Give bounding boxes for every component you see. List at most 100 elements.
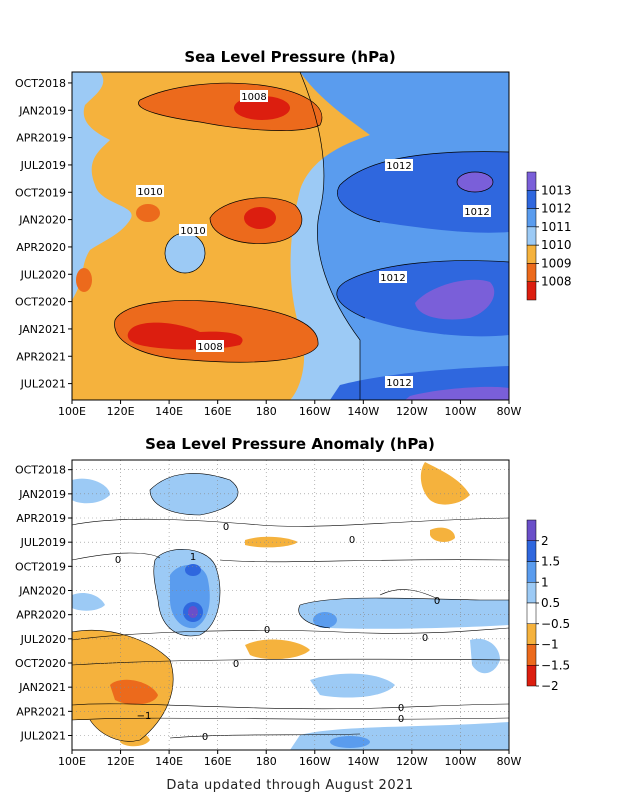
colorbar-swatch xyxy=(526,226,537,246)
anomaly-contour-label: 0 xyxy=(264,625,270,636)
slp-contour-label-bg xyxy=(385,159,413,171)
x-tick-label: 140E xyxy=(155,405,183,418)
x-tick-label: 120E xyxy=(107,755,135,768)
y-tick-label: JAN2020 xyxy=(18,214,66,227)
y-tick-label: JAN2021 xyxy=(18,681,66,694)
x-tick-label: 140E xyxy=(155,755,183,768)
colorbar-swatch xyxy=(526,602,537,624)
anomaly-frame xyxy=(71,459,510,751)
slp-field-1008-a xyxy=(138,83,322,131)
anomaly-field-neg-b xyxy=(110,679,158,705)
slp-contour-label-bg xyxy=(385,376,413,388)
slp-contour-label-bg xyxy=(379,271,407,283)
colorbar-label: 0.5 xyxy=(541,596,560,610)
anomaly-field-pos-e xyxy=(185,564,201,576)
slp-contour-label: 1012 xyxy=(386,161,411,172)
x-tick-label: 140W xyxy=(347,755,379,768)
anomaly-field-pos-j xyxy=(72,593,105,611)
slp-colorbar: 1013 1012 1011 1010 1009 1008 xyxy=(526,171,572,301)
slp-contours xyxy=(114,72,509,400)
colorbar-swatch xyxy=(526,519,537,541)
panel-anomaly-title: Sea Level Pressure Anomaly (hPa) xyxy=(145,435,435,453)
slp-field-1013-a xyxy=(457,172,493,192)
x-tick-label: 120W xyxy=(396,405,428,418)
anomaly-field-pos-i xyxy=(313,612,337,628)
colorbar-swatch xyxy=(526,644,537,666)
colorbar-label: −1.5 xyxy=(541,658,570,672)
y-tick-label: JUL2021 xyxy=(20,378,66,391)
slp-contour-labels: 1008 1010 1010 1012 1012 1012 1008 1012 xyxy=(136,90,491,389)
x-tick-label: 180 xyxy=(256,405,277,418)
anomaly-contour-label: 0 xyxy=(233,659,239,670)
slp-contour-label-bg xyxy=(240,90,268,102)
colorbar-label: 1010 xyxy=(541,238,572,252)
x-tick-label: 120E xyxy=(107,405,135,418)
y-tick-label: APR2020 xyxy=(16,241,66,254)
slp-contour-label: 1010 xyxy=(180,226,205,237)
colorbar-swatch xyxy=(526,190,537,209)
slp-field-1010-pocket xyxy=(165,233,205,273)
colorbar-label: 1013 xyxy=(541,183,572,197)
anomaly-field-pos-b xyxy=(150,473,239,515)
y-tick-label: OCT2020 xyxy=(15,296,66,309)
y-tick-label: JUL2019 xyxy=(20,159,66,172)
colorbar-label: 1009 xyxy=(541,256,572,270)
anomaly-field-neg-c xyxy=(420,462,470,505)
y-tick-label: APR2020 xyxy=(16,609,66,622)
anomaly-contour-label: 0 xyxy=(223,522,229,533)
anomaly-field-neg-g xyxy=(430,527,455,542)
colorbar-label: 1008 xyxy=(541,275,572,289)
panel-slp: Sea Level Pressure (hPa) xyxy=(15,48,572,418)
anomaly-contour-label: 0 xyxy=(115,555,121,566)
x-tick-label: 160E xyxy=(204,755,232,768)
anomaly-contour-label: 1 xyxy=(190,552,196,563)
slp-contour-label: 1008 xyxy=(197,342,222,353)
colorbar-swatch xyxy=(526,540,537,562)
x-tick-label: 160W xyxy=(299,755,331,768)
x-tick-label: 100W xyxy=(445,405,477,418)
y-tick-label: APR2019 xyxy=(16,512,66,525)
y-tick-label: JUL2021 xyxy=(20,730,66,743)
slp-contour-label: 1012 xyxy=(464,207,489,218)
anomaly-contour-label: 0 xyxy=(434,596,440,607)
slp-field-1008-d xyxy=(136,204,160,222)
colorbar-label: −2 xyxy=(541,679,559,693)
anomaly-field-neg-d xyxy=(245,536,298,548)
slp-contour-label-bg xyxy=(179,224,207,236)
anomaly-field-neg-e xyxy=(245,639,310,660)
y-tick-label: JAN2019 xyxy=(18,104,66,117)
y-tick-label: OCT2018 xyxy=(15,77,66,90)
anomaly-contour-label: 0 xyxy=(398,714,404,725)
x-tick-label: 100W xyxy=(445,755,477,768)
y-tick-label: JAN2021 xyxy=(18,323,66,336)
y-tick-label: OCT2019 xyxy=(15,560,66,573)
anomaly-field-pos-a xyxy=(72,478,110,504)
y-tick-label: JAN2020 xyxy=(18,585,66,598)
anomaly-field-pos-h xyxy=(298,597,509,629)
anomaly-fields xyxy=(72,460,509,750)
anomaly-colorbar: 2 1.5 1 0.5 −0.5 −1 −1.5 −2 xyxy=(526,519,570,693)
x-tick-label: 120W xyxy=(396,755,428,768)
anomaly-contours xyxy=(72,473,509,742)
y-tick-label: JUL2019 xyxy=(20,536,66,549)
slp-contour-label: 1012 xyxy=(386,378,411,389)
colorbar-swatch xyxy=(526,171,537,191)
anomaly-contour-label: 0 xyxy=(349,535,355,546)
slp-field-1007-b xyxy=(244,207,276,229)
anomaly-contour-label: −1 xyxy=(137,711,152,722)
y-tick-label: APR2019 xyxy=(16,132,66,145)
x-tick-label: 80W xyxy=(497,755,522,768)
colorbar-swatch xyxy=(526,665,537,687)
panel-anomaly: Sea Level Pressure Anomaly (hPa) xyxy=(15,435,570,768)
anomaly-field-neg-f xyxy=(120,730,150,747)
y-tick-label: APR2021 xyxy=(16,705,66,718)
y-tick-label: OCT2018 xyxy=(15,464,66,477)
y-tick-label: JUL2020 xyxy=(20,633,66,646)
slp-axes: 100E 120E 140E 160E 180 160W 140W 120W 100W 80W OC… xyxy=(15,77,522,418)
colorbar-swatch xyxy=(526,208,537,228)
colorbar-label: −0.5 xyxy=(541,617,570,631)
slp-contour-label-bg xyxy=(196,340,224,352)
colorbar-label: 2 xyxy=(541,534,549,548)
anomaly-field-pos-k xyxy=(310,673,395,698)
